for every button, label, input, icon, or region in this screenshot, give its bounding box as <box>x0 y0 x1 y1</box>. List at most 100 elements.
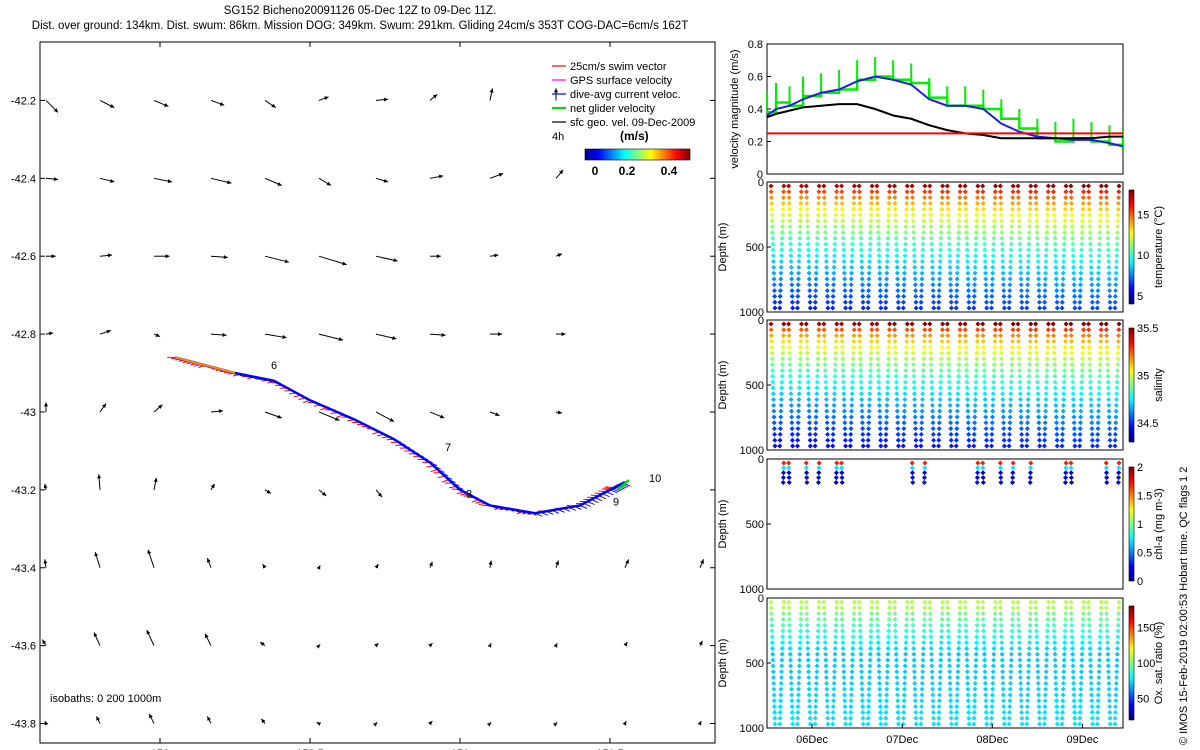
temperature-point <box>1061 259 1067 265</box>
oxygen-point <box>939 605 945 611</box>
chla-point <box>1027 480 1033 486</box>
salinity-point <box>989 420 995 426</box>
temperature-point <box>1062 212 1068 218</box>
salinity-point <box>964 385 970 391</box>
temperature-point <box>1078 259 1084 265</box>
oxygen-point <box>1059 709 1065 715</box>
temperature-point <box>947 270 953 276</box>
temperature-point <box>824 270 830 276</box>
oxygen-point <box>974 611 980 617</box>
salinity-point <box>830 437 836 443</box>
oxygen-point <box>790 721 796 727</box>
chla-point <box>815 480 821 486</box>
salinity-point <box>954 408 960 414</box>
oxygen-point <box>1086 605 1092 611</box>
salinity-point <box>815 356 821 362</box>
temperature-point <box>1016 218 1022 224</box>
salinity-point <box>891 321 897 327</box>
temperature-point <box>1000 253 1006 259</box>
temperature-point <box>1061 247 1067 253</box>
oxygen-point <box>910 616 916 622</box>
temperature-point <box>858 241 864 247</box>
salinity-point <box>895 426 901 432</box>
oxygen-point <box>948 704 954 710</box>
temperature-point <box>1036 288 1042 294</box>
temperature-point <box>981 218 987 224</box>
temperature-point <box>974 212 980 218</box>
oxygen-point <box>876 663 882 669</box>
salinity-point <box>991 379 997 385</box>
salinity-point <box>779 362 785 368</box>
oxygen-point <box>1051 634 1057 640</box>
oxygen-point <box>1078 692 1084 698</box>
oxygen-point <box>989 709 995 715</box>
temperature-point <box>910 200 916 206</box>
salinity-point <box>868 350 874 356</box>
salinity-point <box>790 443 796 449</box>
temperature-point <box>1027 200 1033 206</box>
oxygen-points <box>768 599 1122 727</box>
salinity-point <box>796 391 802 397</box>
oxygen-point <box>805 651 811 657</box>
oxygen-point <box>831 669 837 675</box>
salinity-point <box>794 443 800 449</box>
salinity-point <box>1010 338 1016 344</box>
oxygen-point <box>833 616 839 622</box>
temperature-point <box>1080 200 1086 206</box>
salinity-point <box>1114 367 1120 373</box>
temperature-point <box>813 276 819 282</box>
oxygen-point <box>780 611 786 617</box>
salinity-point <box>981 356 987 362</box>
salinity-point <box>875 362 881 368</box>
oxygen-point <box>805 645 811 651</box>
temperature-point <box>1007 293 1013 299</box>
oxygen-point <box>953 715 959 721</box>
current-arrowhead <box>262 564 267 569</box>
oxygen-point <box>786 611 792 617</box>
temperature-point <box>901 288 907 294</box>
salinity-point <box>1060 426 1066 432</box>
salinity-point <box>1008 391 1014 397</box>
salinity-point <box>841 391 847 397</box>
date-tick-label: 06Dec <box>796 734 828 746</box>
oxygen-point <box>1089 698 1095 704</box>
salinity-point <box>1007 402 1013 408</box>
salinity-point <box>937 385 943 391</box>
temperature-point <box>804 195 810 201</box>
oxygen-point <box>1078 669 1084 675</box>
salinity-point <box>1061 373 1067 379</box>
oxygen-point <box>965 692 971 698</box>
oxygen-point <box>1050 605 1056 611</box>
oxygen-point <box>830 709 836 715</box>
salinity-point <box>1105 385 1111 391</box>
temperature-point <box>989 288 995 294</box>
oxygen-point <box>947 663 953 669</box>
temperature-point <box>974 200 980 206</box>
temperature-point <box>990 259 996 265</box>
temperature-point <box>1018 288 1024 294</box>
salinity-point <box>964 391 970 397</box>
oxygen-point <box>857 622 863 628</box>
map-y-tick-label: -43 <box>20 407 36 419</box>
temperature-point <box>803 189 809 195</box>
oxygen-point <box>921 616 927 622</box>
salinity-point <box>1088 385 1094 391</box>
temperature-point <box>964 235 970 241</box>
oxygen-point <box>877 704 883 710</box>
current-arrow <box>264 255 290 263</box>
oxygen-point <box>812 709 818 715</box>
oxygen-point <box>1089 709 1095 715</box>
oxygen-point <box>830 715 836 721</box>
salinity-point <box>834 321 840 327</box>
salinity-point <box>876 373 882 379</box>
temperature-point <box>930 293 936 299</box>
oxygen-point <box>796 686 802 692</box>
oxygen-point <box>945 611 951 617</box>
oxygen-point <box>779 645 785 651</box>
temperature-point <box>910 212 916 218</box>
oxygen-point <box>984 715 990 721</box>
temperature-point <box>1060 282 1066 288</box>
oxygen-point <box>962 605 968 611</box>
oxygen-point <box>1078 675 1084 681</box>
temperature-point <box>772 293 778 299</box>
